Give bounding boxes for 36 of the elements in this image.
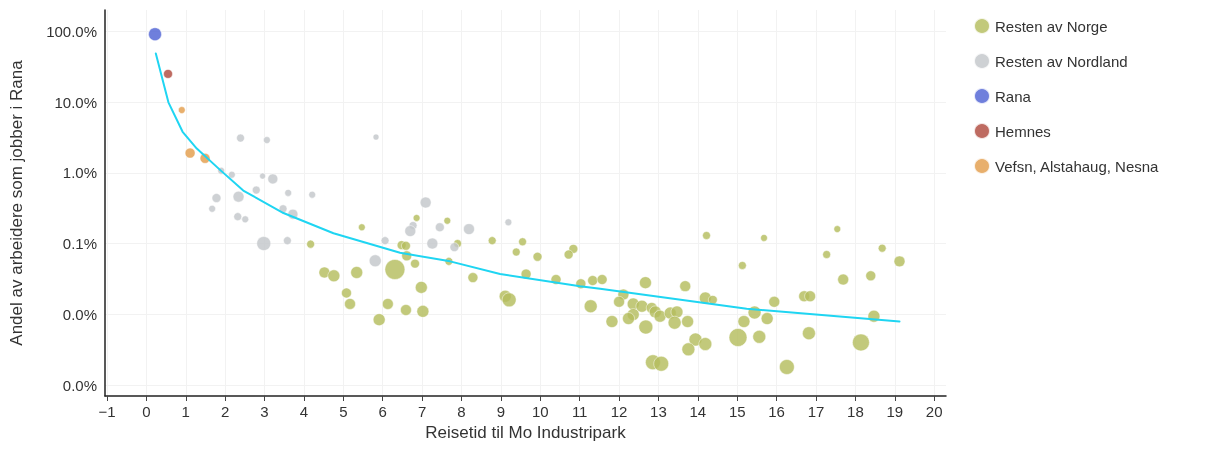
x-tick-label: 4 xyxy=(299,403,309,420)
y-tick-label: 0.1% xyxy=(62,235,97,253)
x-tick-label: 17 xyxy=(807,403,825,420)
line-series xyxy=(154,52,901,323)
x-tick-label: 0 xyxy=(142,403,151,420)
x-tick-label: 10 xyxy=(531,403,549,420)
x-tick-label: 9 xyxy=(496,403,506,420)
x-tick-label: 14 xyxy=(689,403,707,420)
y-tick-label: 100.0% xyxy=(46,22,97,40)
legend-label: Hemnes xyxy=(995,122,1051,140)
x-tick-label: 15 xyxy=(728,403,746,420)
x-tick-label: 11 xyxy=(571,403,588,420)
y-tick-label: 0.0% xyxy=(62,305,97,323)
legend-label: Resten av Nordland xyxy=(995,52,1128,70)
x-tick-label: 16 xyxy=(768,403,785,420)
legend-label: Vefsn, Alstahaug, Nesna xyxy=(995,157,1160,175)
y-tick-label: 1.0% xyxy=(62,164,97,182)
x-tick-label: 1 xyxy=(181,403,190,420)
x-tick-label: 19 xyxy=(886,403,904,420)
x-tick-label: 18 xyxy=(847,403,864,420)
legend-label: Rana xyxy=(995,87,1032,105)
y-tick-label: 10.0% xyxy=(54,93,97,111)
x-tick-label: 12 xyxy=(610,403,628,420)
legend-label: Resten av Norge xyxy=(995,17,1108,35)
x-tick-label: 6 xyxy=(378,403,387,420)
x-tick-label: 5 xyxy=(339,403,348,420)
x-tick-label: 8 xyxy=(457,403,466,420)
y-tick-label: 0.0% xyxy=(62,376,97,394)
y-axis-title: Andel av arbeidere som jobber i Rana xyxy=(7,59,26,346)
x-tick-label: 7 xyxy=(417,403,427,420)
x-tick-label: −1 xyxy=(98,403,116,420)
x-tick-label: 13 xyxy=(650,403,667,420)
x-axis-title: Reisetid til Mo Industripark xyxy=(425,423,627,442)
x-tick-label: 2 xyxy=(220,403,230,420)
x-tick-label: 20 xyxy=(925,403,943,420)
x-tick-label: 3 xyxy=(260,403,269,420)
